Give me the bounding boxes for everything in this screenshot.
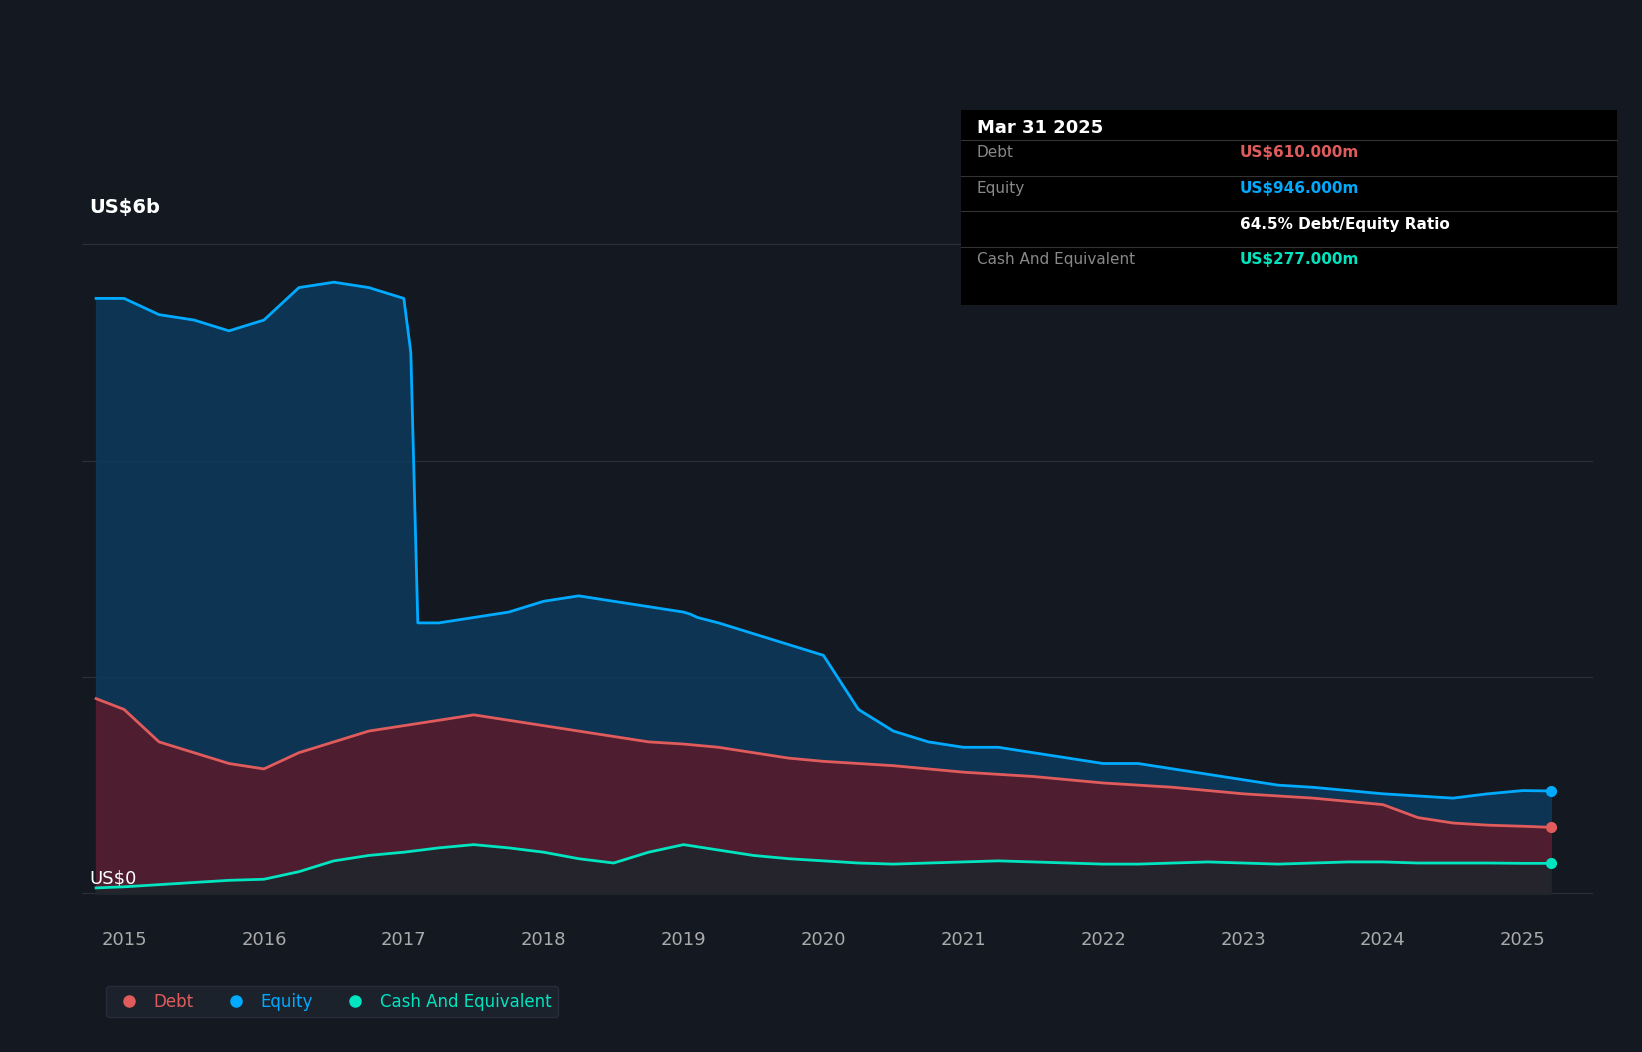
Text: US$6b: US$6b	[89, 198, 159, 218]
Text: US$946.000m: US$946.000m	[1240, 181, 1360, 196]
Text: Cash And Equivalent: Cash And Equivalent	[977, 252, 1135, 267]
Text: US$277.000m: US$277.000m	[1240, 252, 1360, 267]
Text: US$0: US$0	[89, 870, 136, 888]
Legend: Debt, Equity, Cash And Equivalent: Debt, Equity, Cash And Equivalent	[105, 986, 558, 1017]
Text: US$610.000m: US$610.000m	[1240, 145, 1360, 160]
Text: Mar 31 2025: Mar 31 2025	[977, 119, 1103, 137]
Text: 64.5% Debt/Equity Ratio: 64.5% Debt/Equity Ratio	[1240, 217, 1450, 231]
Text: Equity: Equity	[977, 181, 1025, 196]
Text: Debt: Debt	[977, 145, 1015, 160]
